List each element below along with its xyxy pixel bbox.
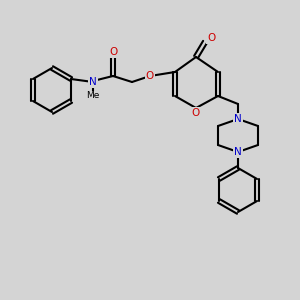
Text: O: O (207, 33, 215, 43)
Text: Me: Me (86, 92, 100, 100)
Text: N: N (234, 114, 242, 124)
Text: O: O (109, 47, 117, 57)
Text: N: N (234, 147, 242, 157)
Text: O: O (192, 108, 200, 118)
Text: O: O (146, 71, 154, 81)
Text: N: N (89, 77, 97, 87)
